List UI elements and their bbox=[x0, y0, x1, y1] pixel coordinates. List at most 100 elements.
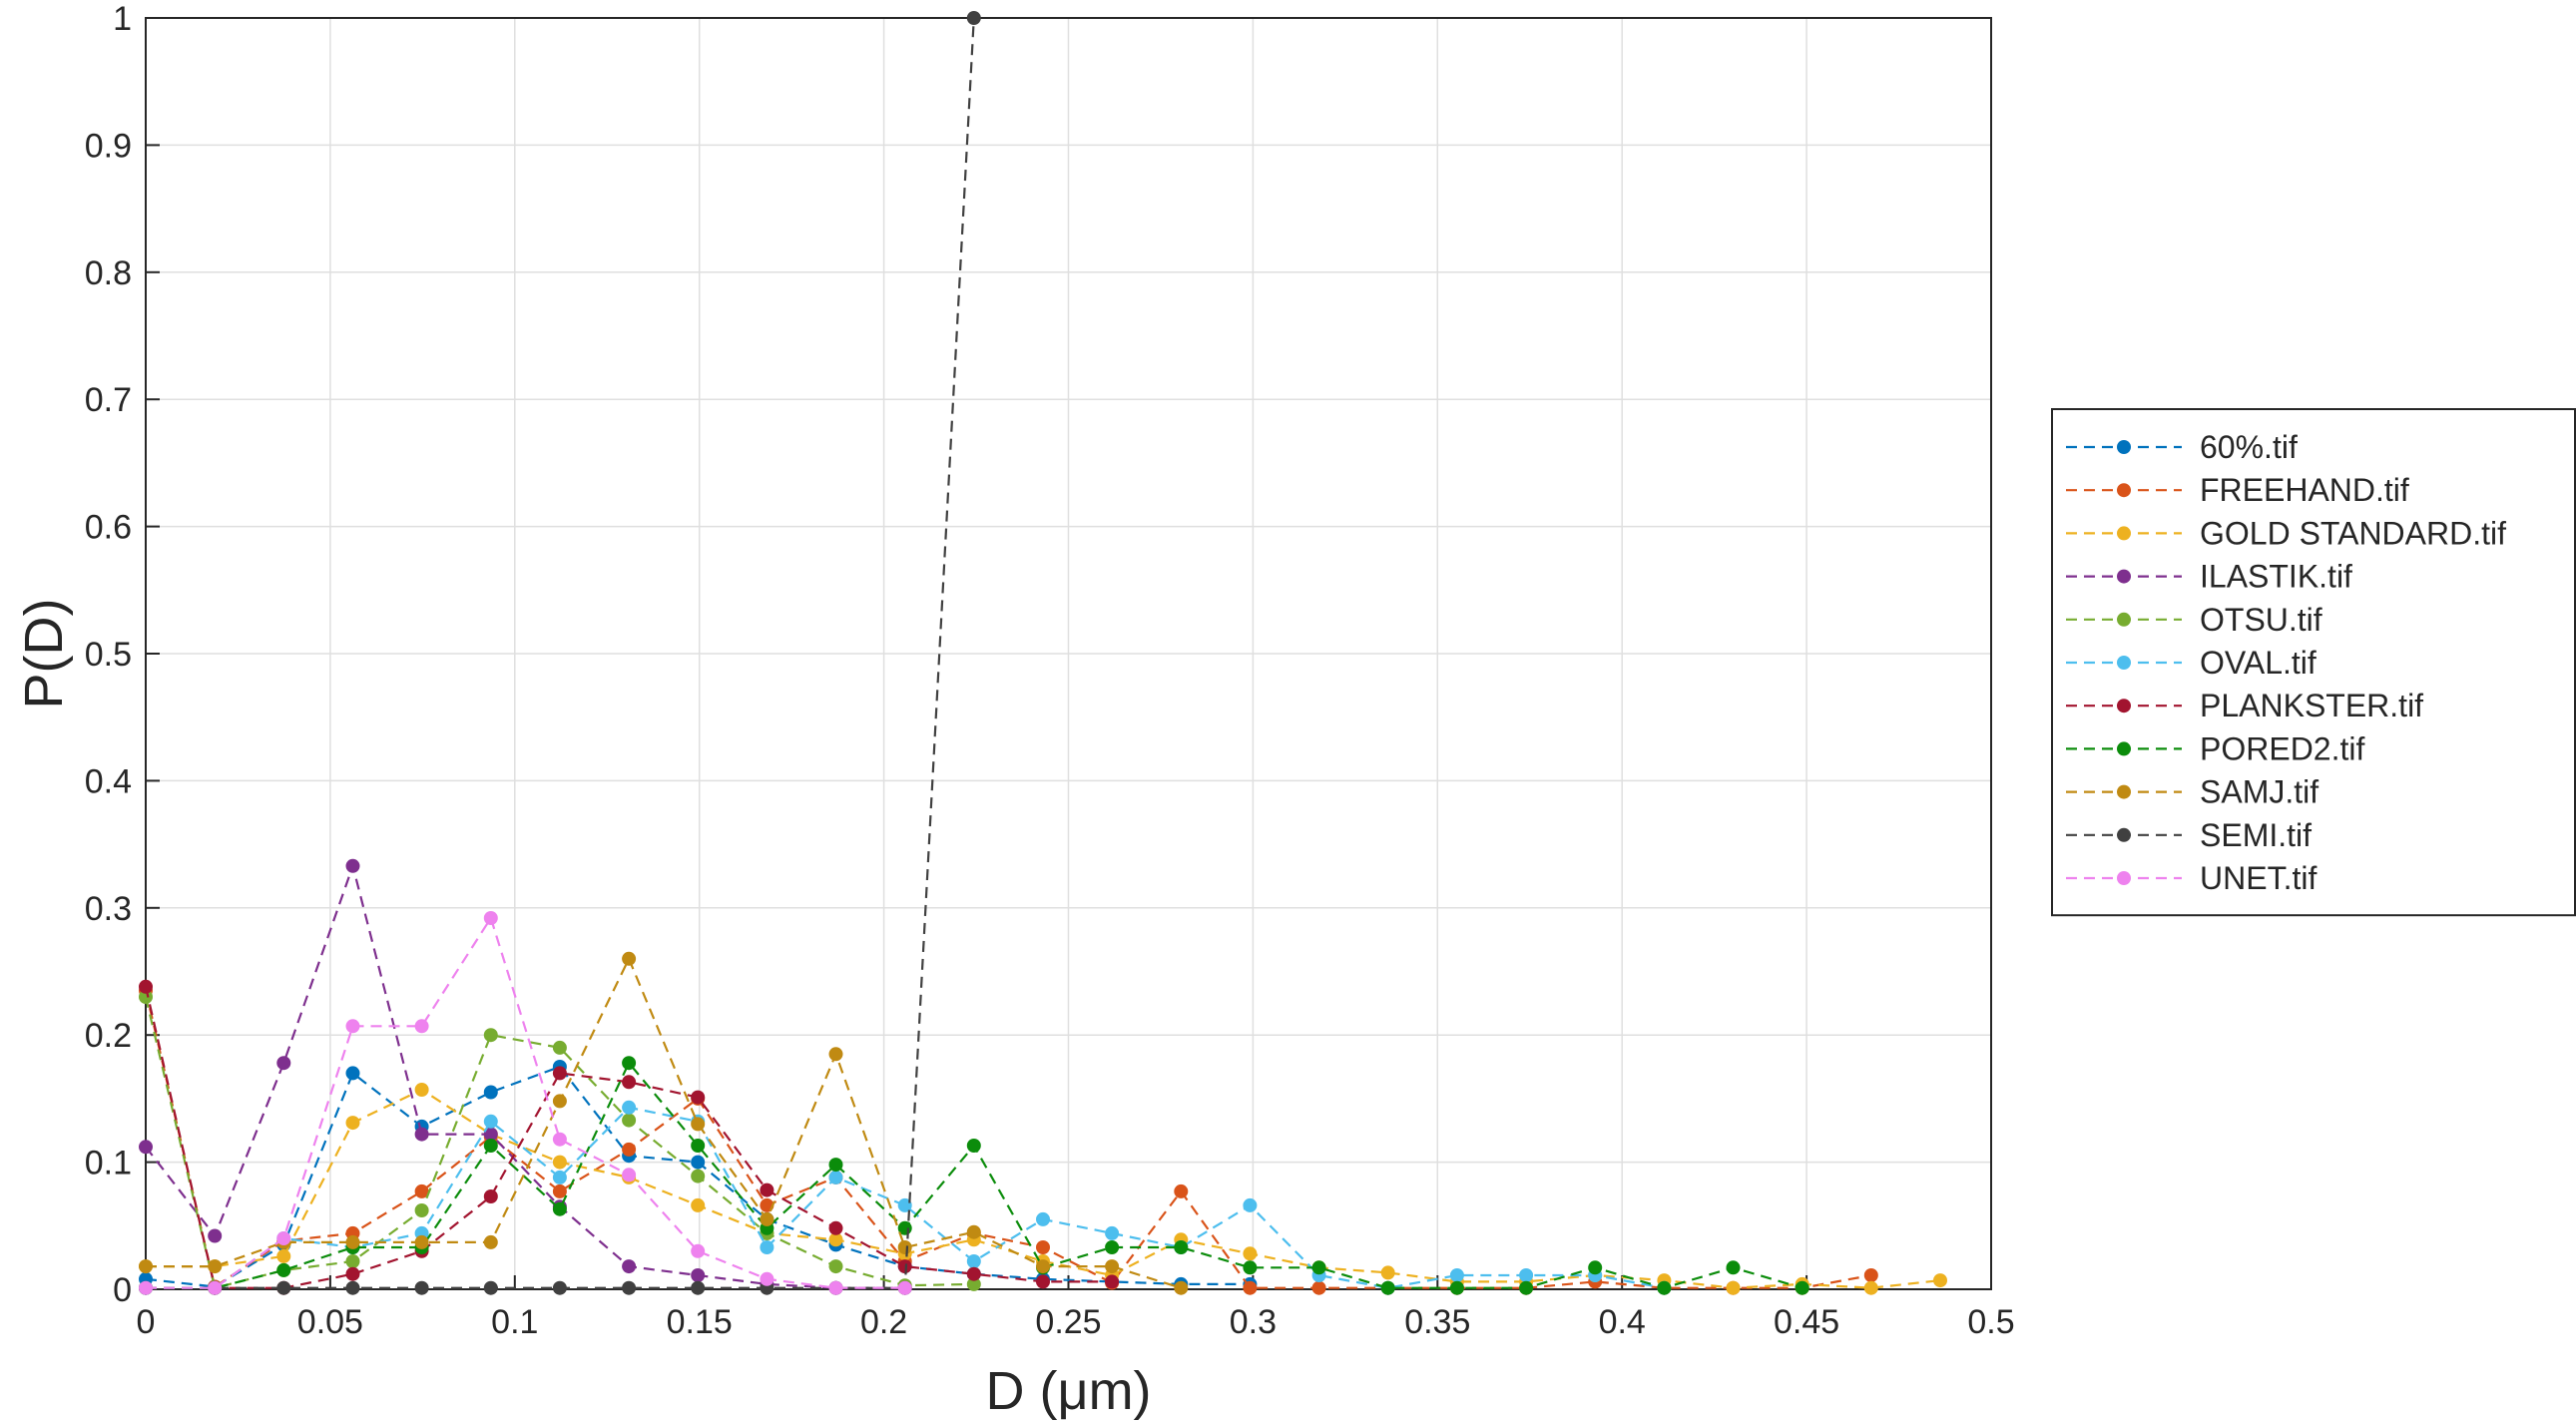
data-point bbox=[1380, 1265, 1395, 1280]
series-line bbox=[145, 862, 905, 1289]
x-tick-label: 0.3 bbox=[1230, 1303, 1277, 1341]
legend-marker bbox=[2117, 526, 2131, 541]
data-point bbox=[139, 1280, 153, 1295]
y-tick-label: 0.4 bbox=[85, 762, 132, 800]
data-point bbox=[622, 1075, 637, 1090]
data-point bbox=[1657, 1280, 1672, 1295]
data-point bbox=[483, 1234, 498, 1249]
series-layer bbox=[139, 11, 1947, 1295]
x-tick-label: 0.1 bbox=[491, 1303, 538, 1341]
legend-item-gold-standard-tif: GOLD STANDARD.tif bbox=[2066, 515, 2506, 551]
data-point bbox=[691, 1268, 706, 1282]
data-point bbox=[345, 1280, 360, 1295]
data-point bbox=[1449, 1268, 1464, 1282]
data-point bbox=[1933, 1273, 1947, 1288]
data-point bbox=[276, 1262, 291, 1277]
data-point bbox=[691, 1155, 706, 1170]
data-point bbox=[828, 1232, 843, 1247]
y-tick-label: 1 bbox=[113, 0, 132, 38]
data-point bbox=[691, 1117, 706, 1132]
y-tick-label: 0.9 bbox=[85, 127, 132, 165]
legend-item-pored2-tif: PORED2.tif bbox=[2066, 730, 2364, 766]
legend-item-60-tif: 60%.tif bbox=[2066, 429, 2298, 465]
data-point bbox=[483, 1139, 498, 1153]
y-tick-label: 0.3 bbox=[85, 890, 132, 928]
data-point bbox=[1863, 1268, 1878, 1282]
legend-label: PORED2.tif bbox=[2200, 730, 2364, 766]
data-point bbox=[414, 1083, 429, 1097]
data-point bbox=[1519, 1268, 1534, 1282]
data-point bbox=[828, 1170, 843, 1185]
series-line bbox=[146, 1106, 1665, 1289]
data-point bbox=[691, 1090, 706, 1105]
data-point bbox=[1105, 1225, 1120, 1240]
data-point bbox=[483, 1127, 498, 1142]
data-point bbox=[1174, 1184, 1189, 1198]
legend-item-plankster-tif: PLANKSTER.tif bbox=[2066, 688, 2423, 723]
data-point bbox=[1105, 1240, 1120, 1254]
series-samj-tif bbox=[139, 951, 1189, 1295]
x-axis: 0 0.05 0.1 0.15 0.2 0.25 0.3 0.35 0.4 0.45 0.5 bbox=[137, 1275, 2015, 1341]
data-point bbox=[414, 1234, 429, 1249]
x-tick-label: 0.4 bbox=[1599, 1303, 1646, 1341]
data-point bbox=[276, 1231, 291, 1245]
legend-item-ilastik-tif: ILASTIK.tif bbox=[2066, 559, 2352, 595]
data-point bbox=[1105, 1274, 1120, 1289]
data-point bbox=[1726, 1260, 1741, 1275]
series-unet-tif bbox=[139, 911, 912, 1295]
legend-marker bbox=[2117, 827, 2131, 842]
legend-marker bbox=[2117, 741, 2131, 756]
legend-label: SEMI.tif bbox=[2200, 817, 2312, 853]
series-line bbox=[144, 990, 1871, 1289]
data-point bbox=[414, 1203, 429, 1217]
x-tick-label: 0.45 bbox=[1774, 1303, 1839, 1341]
data-point bbox=[622, 1100, 637, 1115]
data-point bbox=[966, 1254, 981, 1268]
data-point bbox=[1243, 1260, 1258, 1275]
data-point bbox=[760, 1183, 774, 1197]
data-point bbox=[276, 1248, 291, 1263]
data-point bbox=[622, 1259, 637, 1274]
legend-label: 60%.tif bbox=[2200, 429, 2298, 465]
data-point bbox=[276, 1280, 291, 1295]
data-point bbox=[897, 1280, 912, 1295]
data-point bbox=[139, 1259, 153, 1274]
data-point bbox=[552, 1132, 567, 1147]
legend-label: UNET.tif bbox=[2200, 860, 2317, 896]
data-point bbox=[345, 1066, 360, 1081]
data-point bbox=[552, 1170, 567, 1185]
legend-label: ILASTIK.tif bbox=[2200, 559, 2352, 595]
x-tick-label: 0.5 bbox=[1967, 1303, 2014, 1341]
data-point bbox=[691, 1243, 706, 1258]
data-point bbox=[139, 1140, 153, 1155]
data-point bbox=[966, 1276, 981, 1291]
legend-item-freehand-tif: FREEHAND.tif bbox=[2066, 472, 2409, 508]
data-point bbox=[622, 1142, 637, 1157]
data-point bbox=[552, 1040, 567, 1055]
data-point bbox=[966, 1266, 981, 1281]
data-point bbox=[691, 1197, 706, 1212]
legend-label: OVAL.tif bbox=[2200, 645, 2317, 681]
data-point bbox=[1243, 1280, 1258, 1295]
data-point bbox=[276, 1056, 291, 1071]
data-point bbox=[622, 951, 637, 966]
data-point bbox=[760, 1271, 774, 1286]
data-point bbox=[1174, 1280, 1189, 1295]
x-tick-label: 0.25 bbox=[1035, 1303, 1101, 1341]
data-point bbox=[1243, 1246, 1258, 1261]
data-point bbox=[345, 1234, 360, 1249]
data-point bbox=[966, 1139, 981, 1153]
data-point bbox=[1105, 1259, 1120, 1274]
data-point bbox=[1311, 1280, 1326, 1295]
data-point bbox=[897, 1259, 912, 1274]
data-point bbox=[208, 1228, 223, 1243]
x-tick-label: 0 bbox=[137, 1303, 156, 1341]
y-tick-label: 0 bbox=[113, 1271, 132, 1309]
series-line bbox=[146, 915, 905, 1289]
data-point bbox=[483, 1280, 498, 1295]
legend-marker bbox=[2117, 483, 2131, 498]
x-axis-label: D (μm) bbox=[985, 1361, 1151, 1421]
y-axis: 0 0.1 0.2 0.3 0.4 0.5 0.6 0.7 0.8 0.9 1 bbox=[85, 0, 160, 1309]
legend-item-otsu-tif: OTSU.tif bbox=[2066, 602, 2322, 638]
